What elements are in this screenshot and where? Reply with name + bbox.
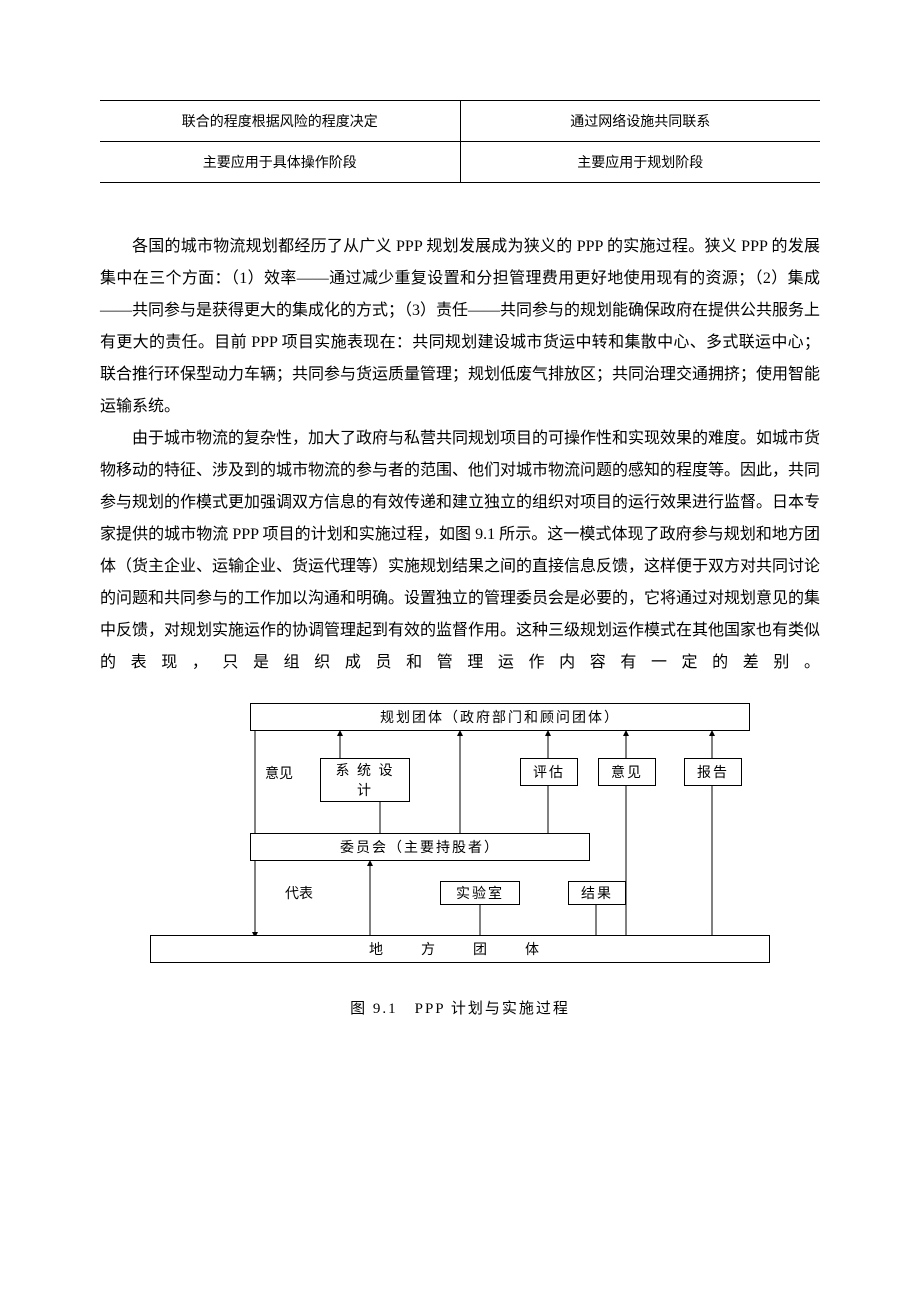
flowchart-node-evaluate: 评估 <box>520 758 578 786</box>
body-text: 各国的城市物流规划都经历了从广义 PPP 规划发展成为狭义的 PPP 的实施过程… <box>100 231 820 679</box>
flowchart-node-committee: 委员会（主要持股者） <box>250 833 590 861</box>
table-cell: 通过网络设施共同联系 <box>460 101 820 142</box>
comparison-table: 联合的程度根据风险的程度决定 通过网络设施共同联系 主要应用于具体操作阶段 主要… <box>100 100 820 183</box>
flowchart-node-report: 报告 <box>684 758 742 786</box>
flowchart-node-sysdesign: 系 统 设 计 <box>320 758 410 802</box>
flowchart-area: 规划团体（政府部门和顾问团体） 系 统 设 计 评估 意见 报告 委员会（主要持… <box>150 703 770 983</box>
document-page: 联合的程度根据风险的程度决定 通过网络设施共同联系 主要应用于具体操作阶段 主要… <box>0 0 920 1078</box>
flowchart-node-local: 地 方 团 体 <box>150 935 770 963</box>
flowchart-node-planning: 规划团体（政府部门和顾问团体） <box>250 703 750 731</box>
flowchart-node-lab: 实验室 <box>440 881 520 905</box>
table-row: 主要应用于具体操作阶段 主要应用于规划阶段 <box>100 142 820 183</box>
flowchart-node-result: 结果 <box>568 881 626 905</box>
table-row: 联合的程度根据风险的程度决定 通过网络设施共同联系 <box>100 101 820 142</box>
figure-caption: 图 9.1 PPP 计划与实施过程 <box>100 997 820 1018</box>
table-cell: 主要应用于具体操作阶段 <box>100 142 460 183</box>
flowchart-label-opinion: 意见 <box>265 763 293 783</box>
flowchart-label-rep: 代表 <box>285 883 313 903</box>
paragraph: 各国的城市物流规划都经历了从广义 PPP 规划发展成为狭义的 PPP 的实施过程… <box>100 231 820 423</box>
table-cell: 主要应用于规划阶段 <box>460 142 820 183</box>
figure-9-1: 规划团体（政府部门和顾问团体） 系 统 设 计 评估 意见 报告 委员会（主要持… <box>100 703 820 1018</box>
table-cell: 联合的程度根据风险的程度决定 <box>100 101 460 142</box>
flowchart-node-opinion2: 意见 <box>598 758 656 786</box>
paragraph: 由于城市物流的复杂性，加大了政府与私营共同规划项目的可操作性和实现效果的难度。如… <box>100 423 820 679</box>
